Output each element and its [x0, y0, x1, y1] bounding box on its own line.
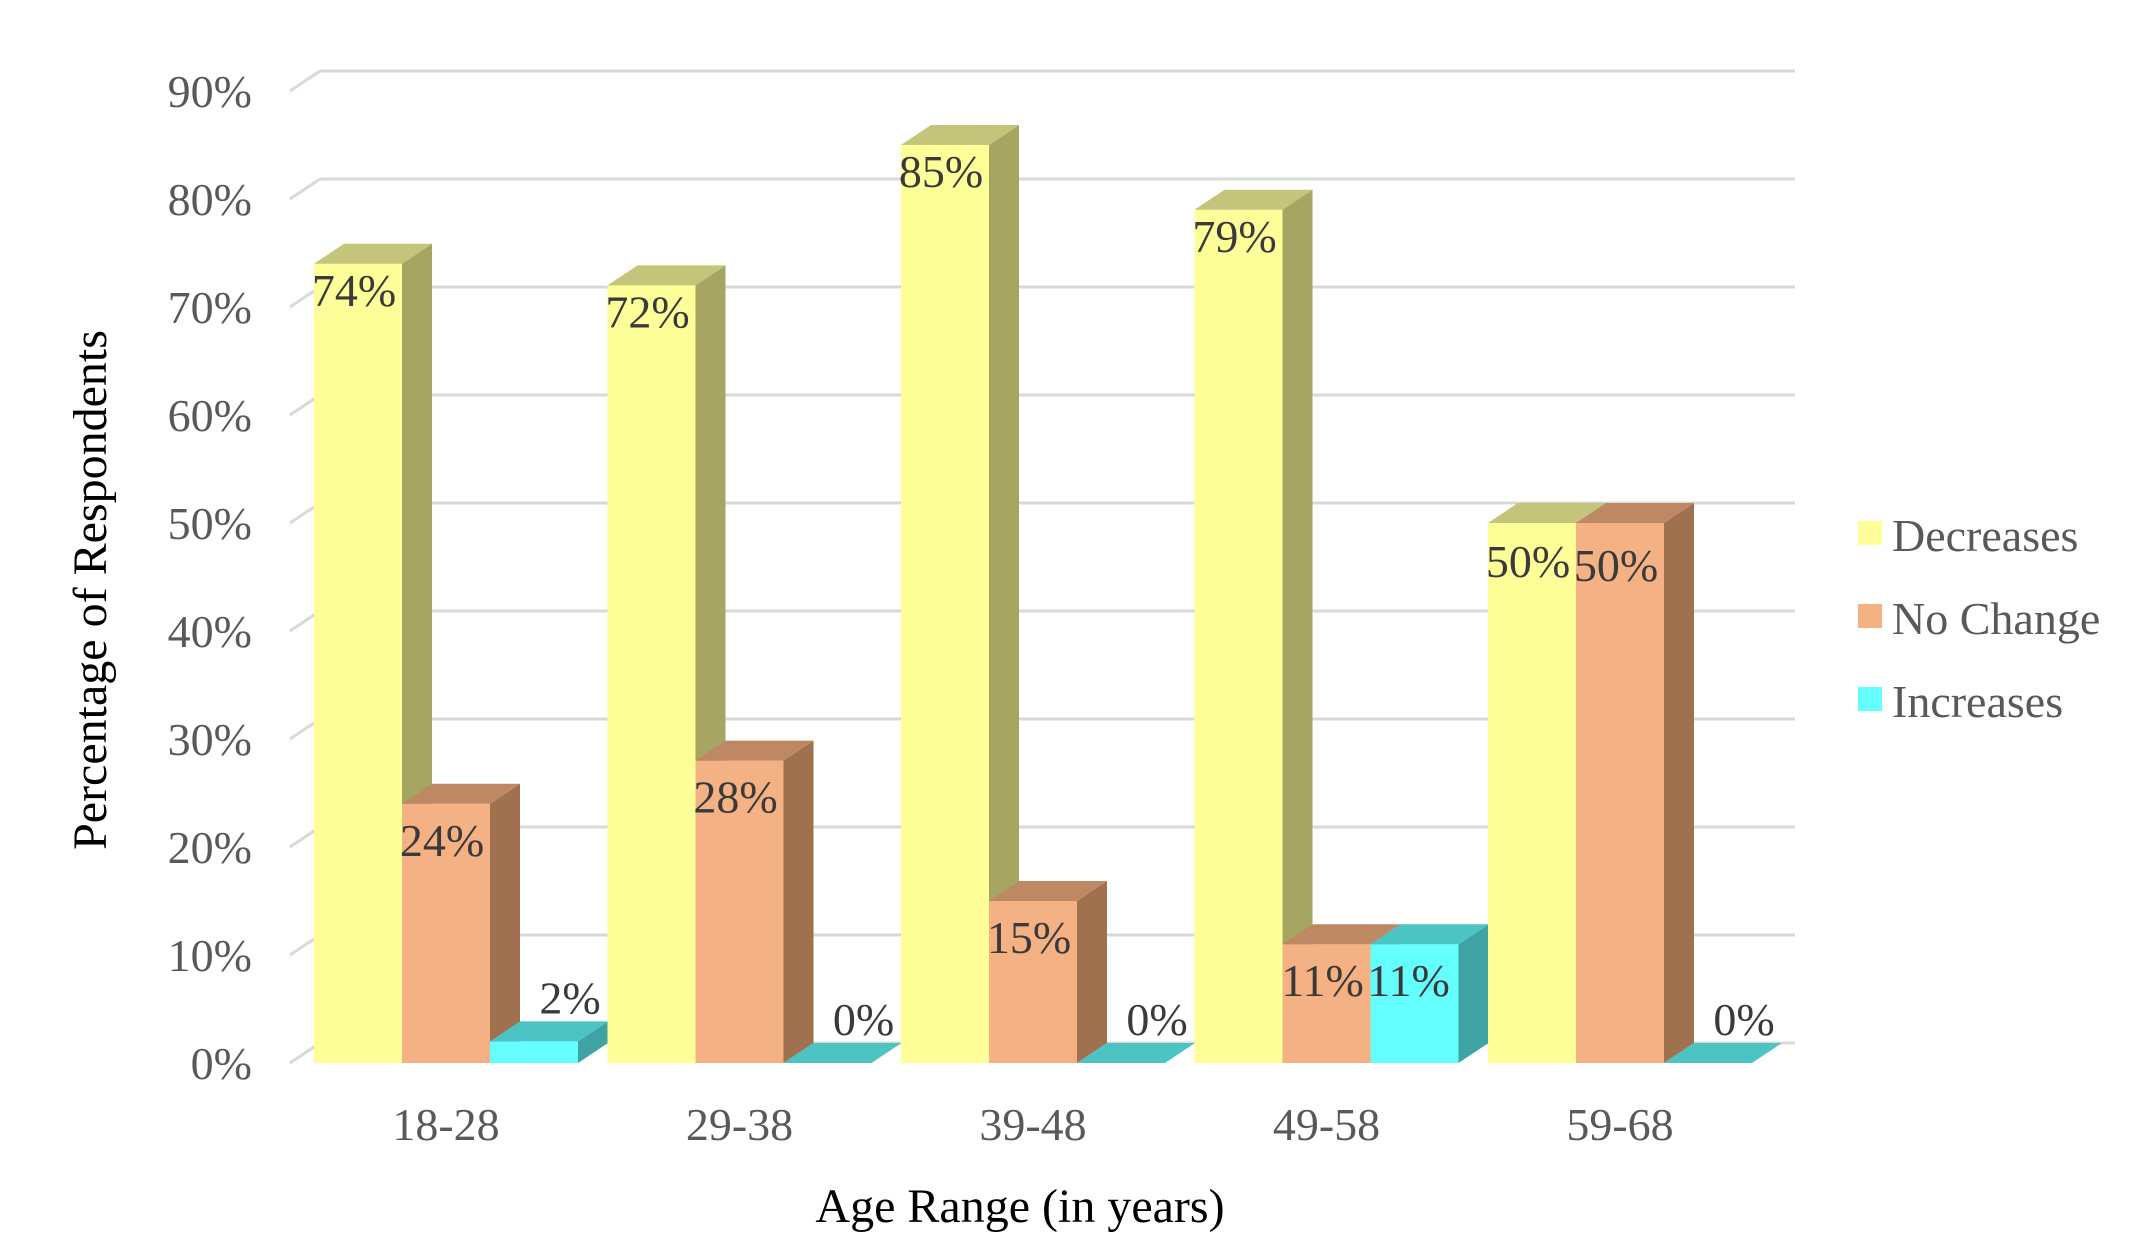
y-tick-label: 70% [168, 282, 252, 333]
data-label: 15% [987, 912, 1071, 963]
bar-increases-49-58 [1370, 924, 1489, 1063]
bar-front [1488, 523, 1576, 1063]
data-labels: 74% 24% 2% 72% 28% 0% 85% 15% 0% 79% 11% 11% 50% 50% 0… [312, 146, 1775, 1045]
bar-top [1576, 503, 1694, 523]
bar-top [901, 125, 1019, 145]
legend: Decreases No Change Increases [1858, 510, 2100, 727]
legend-label: No Change [1892, 593, 2100, 644]
bar-top [607, 265, 726, 286]
bar-front [1194, 209, 1283, 1064]
bar-side [1282, 189, 1313, 1064]
data-label: 85% [899, 146, 983, 197]
y-axis-title: Percentage of Respondents [64, 330, 117, 850]
legend-label: Increases [1892, 676, 2063, 727]
bar-top [783, 1043, 902, 1063]
bar-decreases-49-58 [1194, 189, 1313, 1064]
y-tick-label: 60% [168, 390, 252, 441]
data-label: 0% [1126, 994, 1187, 1045]
data-label: 24% [400, 815, 484, 866]
bar-top [1370, 924, 1489, 945]
bar-top [1664, 1043, 1782, 1063]
bar-side [783, 740, 814, 1063]
bar-side [1458, 924, 1489, 1063]
x-axis-ticks: 18-28 29-38 39-48 49-58 59-68 [392, 1099, 1673, 1150]
bar-front [1370, 944, 1459, 1063]
bar-increases-59-68 [1664, 1043, 1782, 1063]
data-label: 28% [693, 772, 777, 823]
y-tick-label: 30% [168, 714, 252, 765]
bar-decreases-39-48 [901, 125, 1019, 1063]
bar-top [695, 740, 814, 761]
bar-no-change-49-58 [1282, 924, 1401, 1063]
bar-side [1077, 881, 1107, 1063]
legend-label: Decreases [1892, 510, 2078, 561]
x-tick-label: 59-68 [1566, 1099, 1673, 1150]
bar-top [989, 881, 1107, 901]
gridline-diagonal [289, 177, 321, 201]
bar-no-change-18-28 [402, 783, 520, 1063]
y-tick-label: 0% [191, 1038, 252, 1089]
data-label: 72% [605, 286, 689, 337]
bar-front [695, 760, 784, 1063]
bar-front [1282, 944, 1371, 1063]
data-label: 50% [1486, 536, 1570, 587]
bar-front [607, 285, 696, 1063]
bar-no-change-29-38 [695, 740, 814, 1063]
legend-entry-no-change: No Change [1858, 593, 2100, 644]
y-tick-label: 90% [168, 66, 252, 117]
bar-no-change-39-48 [989, 881, 1107, 1063]
legend-swatch [1858, 604, 1882, 628]
bar-front [314, 263, 402, 1063]
legend-swatch [1858, 687, 1882, 711]
x-tick-label: 49-58 [1273, 1099, 1380, 1150]
y-tick-label: 40% [168, 606, 252, 657]
bar-front [901, 145, 989, 1063]
bar-top [1282, 924, 1401, 945]
bar-top [1488, 503, 1606, 523]
data-label: 74% [312, 265, 396, 316]
x-tick-label: 29-38 [686, 1099, 793, 1150]
data-label: 0% [833, 994, 894, 1045]
bar-increases-18-28 [490, 1021, 608, 1063]
bar-side [989, 125, 1019, 1063]
bar-front [490, 1041, 578, 1063]
bar-increases-39-48 [1077, 1043, 1195, 1063]
bar-increases-29-38 [783, 1043, 902, 1063]
data-label: 0% [1713, 994, 1774, 1045]
bar-side [578, 1021, 608, 1063]
y-tick-label: 20% [168, 822, 252, 873]
data-label: 50% [1574, 540, 1658, 591]
bar-top [490, 1021, 608, 1042]
gridline-diagonal [289, 69, 321, 93]
y-tick-label: 80% [168, 174, 252, 225]
x-axis-title: Age Range (in years) [815, 1180, 1224, 1233]
data-label: 11% [1281, 955, 1364, 1006]
bar-top [1194, 189, 1313, 210]
data-label: 79% [1192, 211, 1276, 262]
y-axis-ticks: 0% 10% 20% 30% 40% 50% 60% 70% 80% 90% [168, 66, 252, 1089]
bar-front [1576, 523, 1664, 1063]
legend-entry-decreases: Decreases [1858, 510, 2078, 561]
bar-front [989, 901, 1077, 1063]
legend-swatch [1858, 521, 1882, 545]
x-tick-label: 39-48 [979, 1099, 1086, 1150]
x-tick-label: 18-28 [392, 1099, 499, 1150]
bar-side [490, 783, 520, 1063]
bar-top [402, 783, 520, 804]
bars [314, 125, 1782, 1064]
bar-side [1664, 503, 1694, 1063]
bar-no-change-59-68 [1576, 503, 1694, 1063]
bar-top [1077, 1043, 1195, 1063]
y-tick-label: 50% [168, 498, 252, 549]
data-label: 2% [539, 972, 600, 1023]
legend-entry-increases: Increases [1858, 676, 2063, 727]
y-tick-label: 10% [168, 930, 252, 981]
bar-top [314, 243, 432, 264]
data-label: 11% [1367, 955, 1450, 1006]
bar-front [402, 803, 490, 1063]
